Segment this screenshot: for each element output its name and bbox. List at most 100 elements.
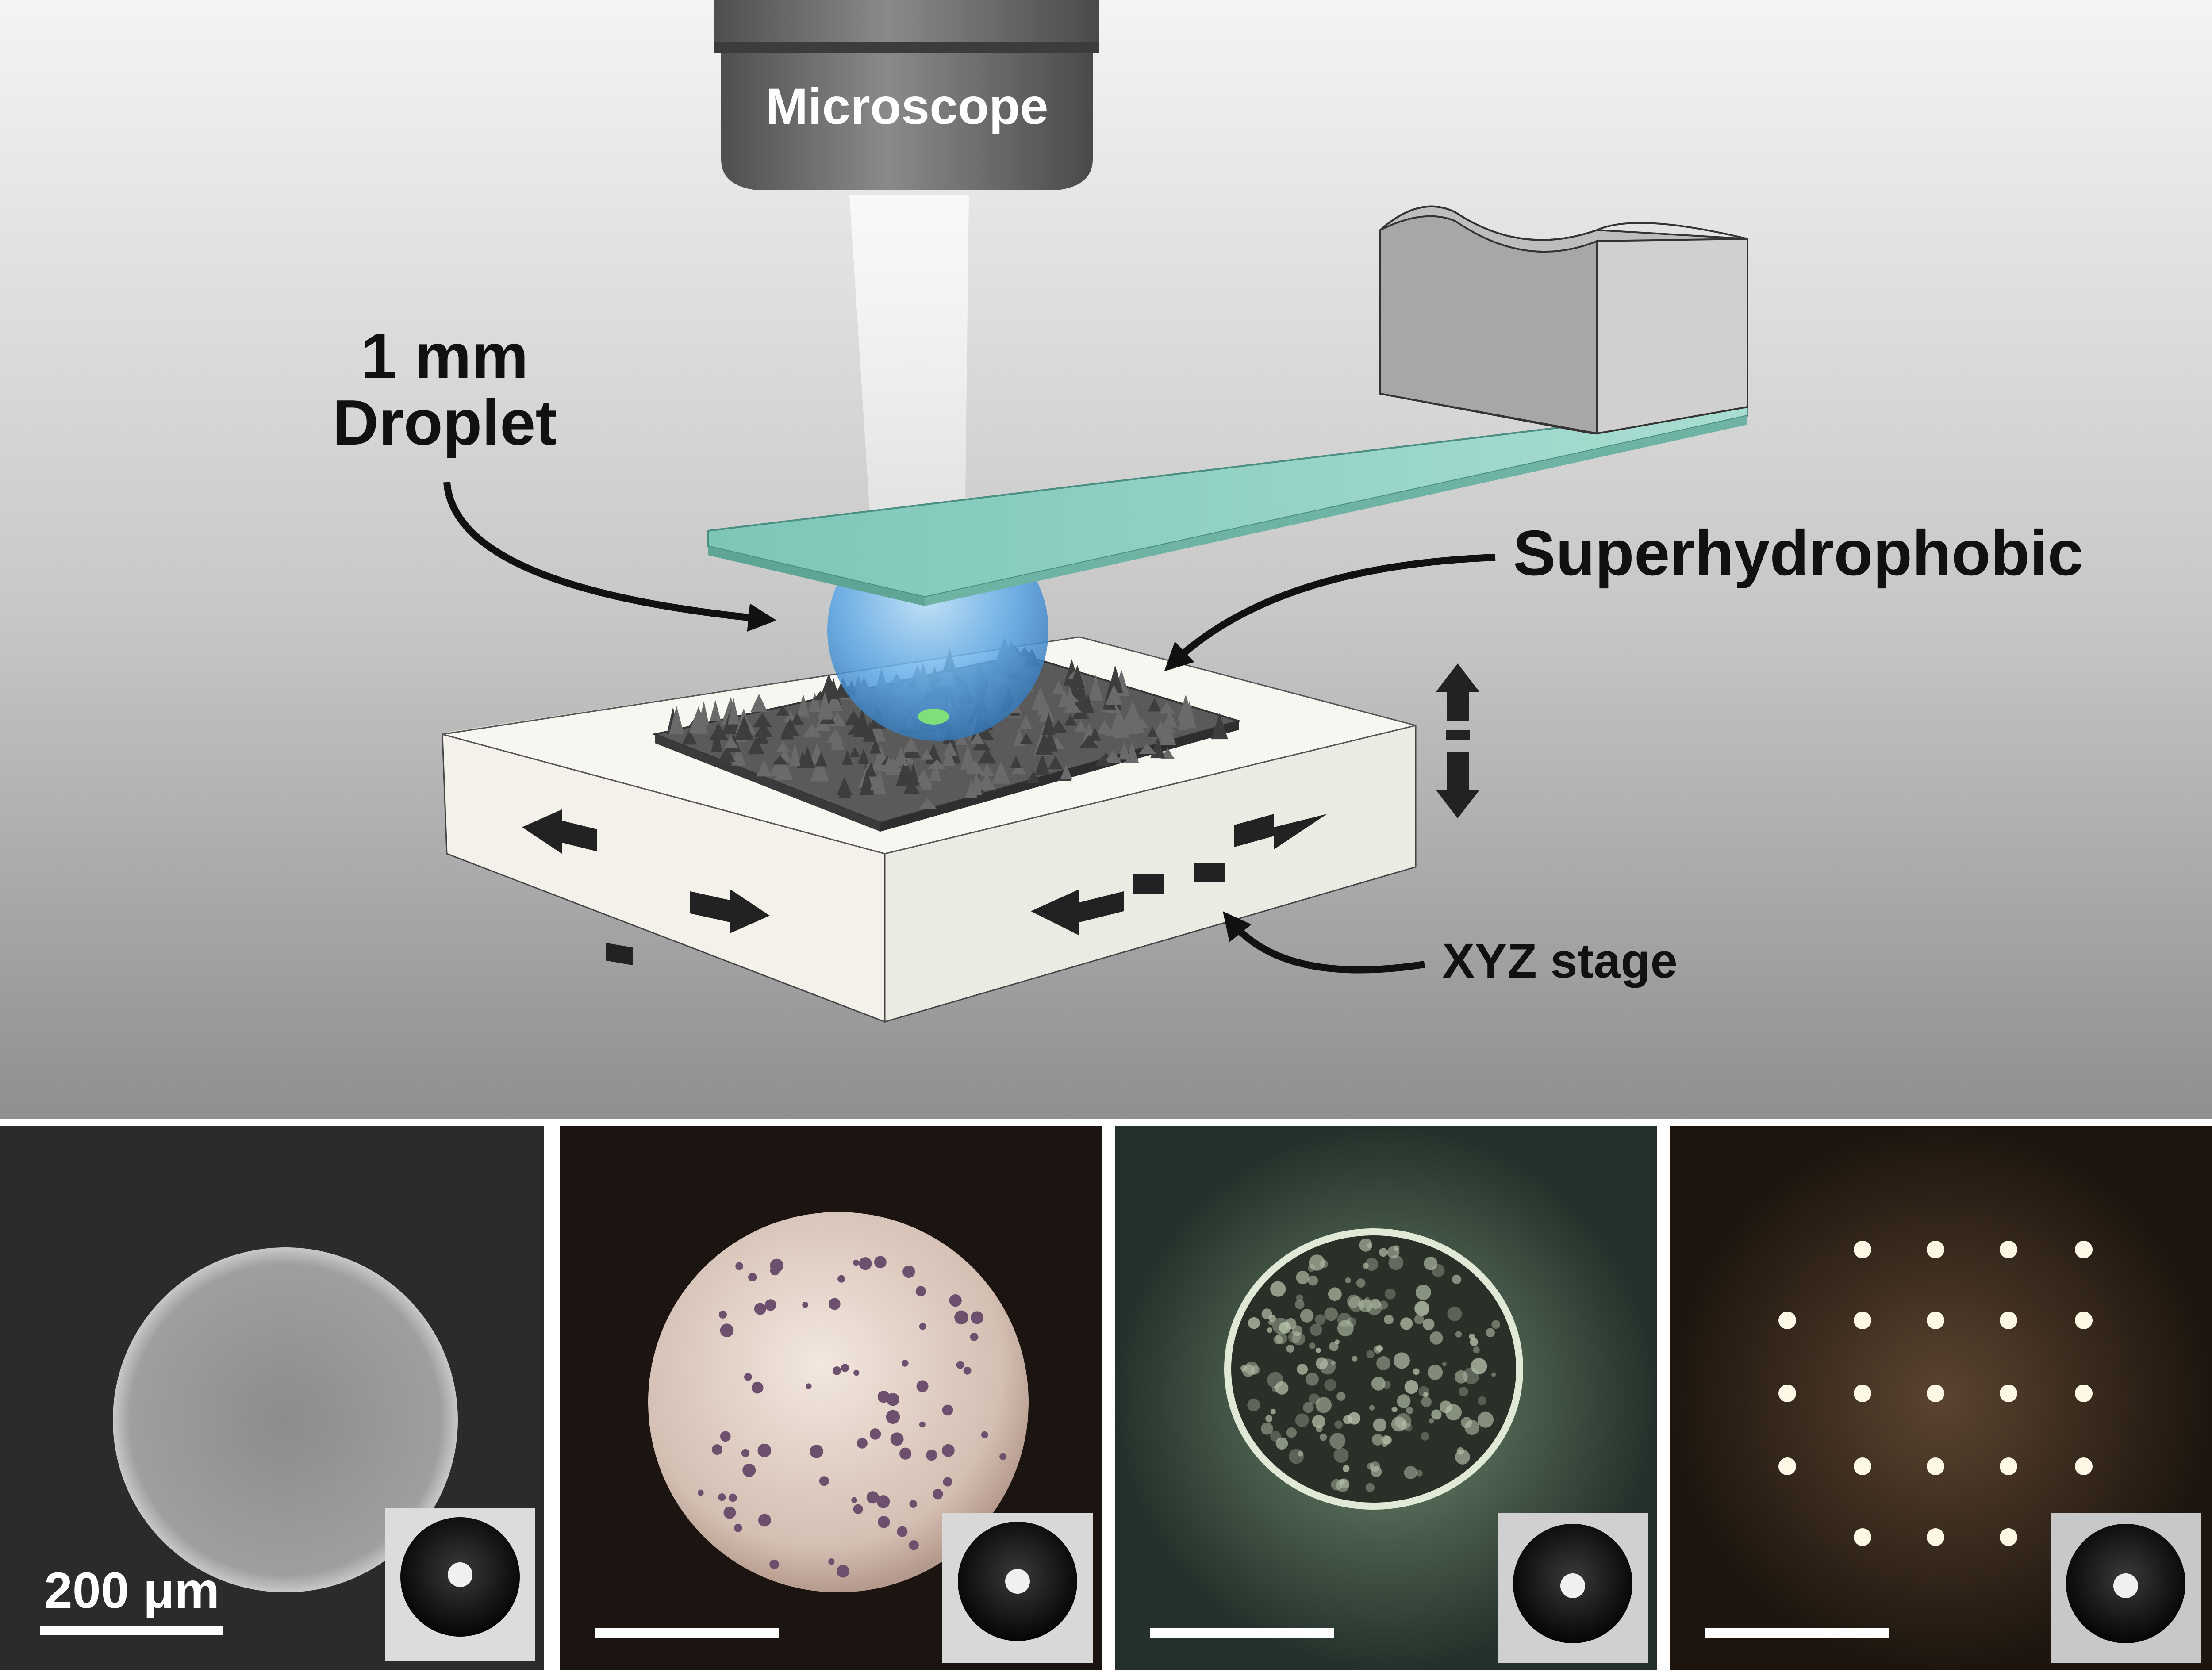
surface-spike [860, 768, 874, 795]
surface-spike [842, 750, 853, 765]
pillar-dot [1854, 1528, 1871, 1546]
surface-spike [965, 759, 984, 774]
rough-speck [1316, 1357, 1328, 1369]
pore [806, 1383, 812, 1389]
surface-spike [748, 736, 764, 755]
pore [757, 1443, 772, 1457]
z-axis-arrow [1436, 663, 1480, 818]
rough-speck [1415, 1285, 1431, 1300]
rough-speck [1251, 1365, 1260, 1375]
microscope-label: Microscope [765, 78, 1048, 135]
surface-spike [857, 748, 870, 764]
pore [877, 1391, 890, 1403]
surface-spike [978, 748, 997, 764]
surface-spike [1048, 756, 1063, 770]
pore [819, 1476, 829, 1486]
surface-spike [1159, 702, 1175, 714]
surface-spike [1042, 729, 1058, 752]
rough-speck [1416, 1469, 1423, 1477]
pore [744, 1373, 752, 1381]
panel-pillars [1670, 1126, 2212, 1670]
rough-speck [1298, 1451, 1303, 1457]
surface-spike [1035, 752, 1050, 775]
pillar-dot [1854, 1241, 1871, 1258]
rough-speck [1459, 1387, 1468, 1396]
rough-speck [1295, 1300, 1305, 1309]
pore [919, 1421, 926, 1428]
pore [856, 1438, 868, 1449]
surface-spike [815, 752, 827, 767]
rough-speck [1267, 1327, 1272, 1333]
rough-speck [1291, 1325, 1303, 1336]
rough-speck [1324, 1379, 1336, 1391]
surface-spike [1094, 755, 1111, 767]
stage-arrow-left [522, 809, 770, 966]
surface-spike [844, 710, 863, 726]
rough-speck [1423, 1392, 1429, 1397]
pore [999, 1453, 1007, 1460]
pore [970, 1332, 979, 1341]
rough-speck [1295, 1413, 1309, 1427]
pillar-dot [1927, 1241, 1944, 1258]
pore [909, 1540, 919, 1550]
surface-spike [971, 733, 985, 744]
surface-spike [870, 739, 881, 754]
surface-spike [1088, 674, 1103, 701]
rough-speck [1381, 1435, 1390, 1445]
surface-spike [853, 709, 872, 737]
rough-speck [1463, 1367, 1480, 1384]
rough-speck [1302, 1402, 1314, 1413]
rough-speck [1422, 1318, 1435, 1331]
stage-arrow-right [1031, 814, 1327, 936]
pillar-dot [1778, 1457, 1796, 1475]
rough-speck [1268, 1320, 1274, 1325]
scale-bar [40, 1626, 223, 1635]
surface-spike [838, 779, 852, 798]
surface-spike [790, 713, 804, 725]
rough-speck [1393, 1352, 1410, 1369]
cantilever-holder [1379, 205, 1748, 435]
rough-speck [1455, 1331, 1462, 1338]
surface-spike [896, 763, 911, 786]
rough-speck [1424, 1256, 1438, 1270]
pore [758, 1514, 771, 1527]
surface-spike [711, 724, 722, 752]
rough-speck [1248, 1317, 1260, 1329]
panel-grayscale: 200 μm [0, 1126, 544, 1670]
surface-spike [972, 738, 991, 751]
pore [954, 1310, 968, 1325]
pore [764, 1299, 776, 1311]
surface-spike [955, 733, 968, 745]
rough-speck [1309, 1393, 1320, 1405]
surface-spike [772, 755, 788, 765]
rough-speck [1431, 1409, 1442, 1420]
rough-speck [1343, 1465, 1350, 1472]
rough-speck [1404, 1423, 1413, 1432]
rough-speck [1369, 1405, 1375, 1411]
scale-bar-4 [1705, 1628, 1889, 1638]
rough-speck [1270, 1281, 1286, 1297]
pore [971, 1311, 983, 1324]
surface-spike [1210, 713, 1228, 740]
rough-speck [1371, 1434, 1383, 1446]
pillar-dot [2000, 1385, 2017, 1402]
rough-speck [1491, 1372, 1496, 1377]
rough-speck [1370, 1299, 1381, 1309]
pore [735, 1262, 744, 1270]
surface-spike [1074, 720, 1087, 732]
rough-speck [1275, 1437, 1288, 1450]
rough-speck [1365, 1483, 1375, 1492]
surface-spike [1019, 715, 1033, 729]
rough-speck [1429, 1331, 1443, 1345]
rough-speck [1244, 1362, 1259, 1375]
surface-spike [893, 746, 909, 766]
pillar-dot [1927, 1385, 1944, 1402]
surface-spike [1105, 726, 1121, 736]
rough-speck [1356, 1278, 1366, 1288]
rough-speck [1401, 1421, 1407, 1427]
pore [949, 1294, 962, 1307]
pore [981, 1431, 988, 1438]
rough-speck [1339, 1478, 1350, 1489]
rough-speck [1309, 1342, 1316, 1349]
rough-speck [1336, 1392, 1346, 1401]
